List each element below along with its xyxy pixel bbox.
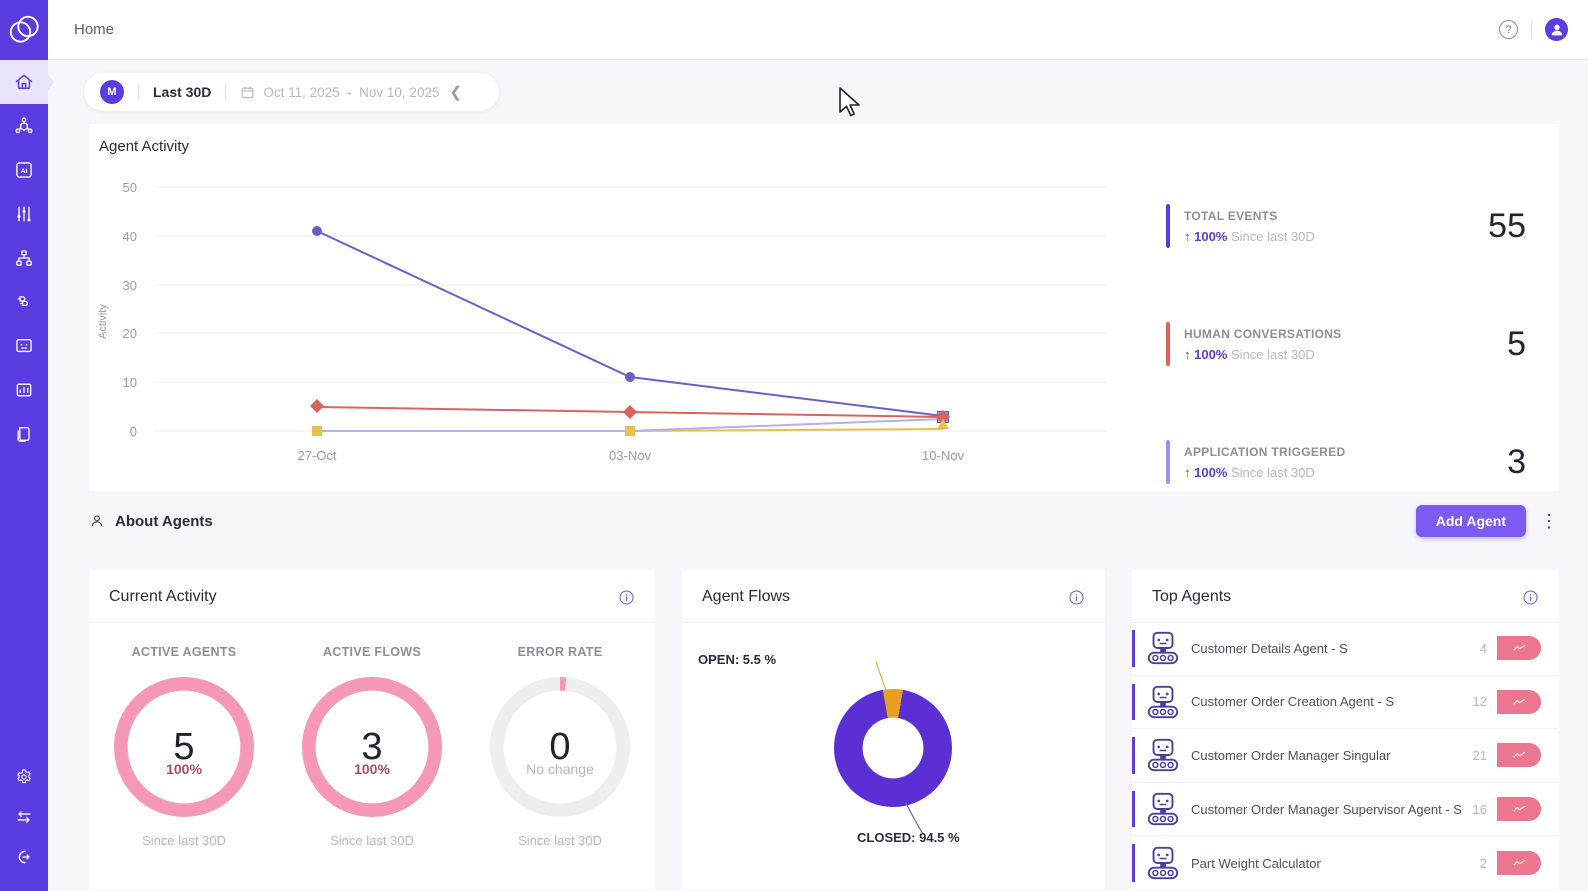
svg-text:40: 40 — [123, 229, 137, 244]
svg-text:AI: AI — [21, 168, 28, 175]
svg-text:20: 20 — [123, 326, 137, 341]
svg-text:30: 30 — [123, 278, 137, 293]
svg-text:27-Oct: 27-Oct — [297, 448, 336, 463]
svg-text:10-Nov: 10-Nov — [922, 448, 964, 463]
svg-text:03-Nov: 03-Nov — [609, 448, 651, 463]
svg-text:0: 0 — [130, 424, 137, 439]
svg-text:50: 50 — [123, 180, 137, 195]
svg-text:10: 10 — [123, 375, 137, 390]
